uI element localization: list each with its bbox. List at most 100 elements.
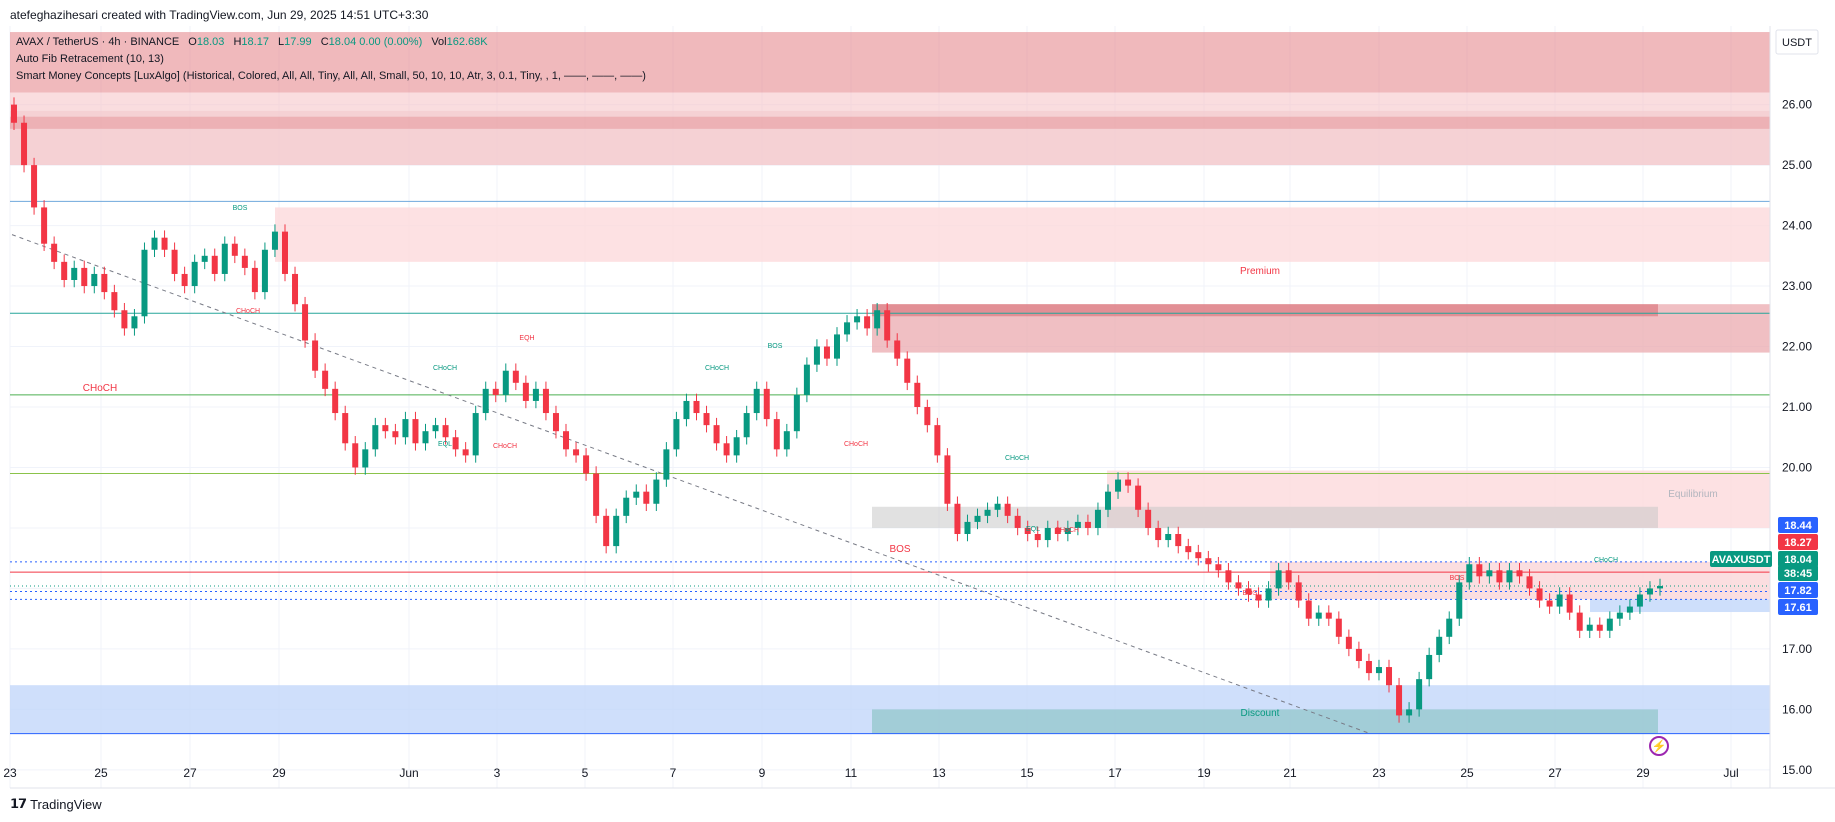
top-caption: atefeghazihesari created with TradingVie… — [0, 0, 1835, 26]
candle-body — [1416, 679, 1423, 710]
smc-label-bos: BOS — [1243, 590, 1258, 597]
candle-body — [1094, 509, 1101, 528]
indicator-fib[interactable]: Auto Fib Retracement (10, 13) — [16, 53, 164, 65]
candle-body — [161, 237, 168, 250]
smc-label-eql: EQL — [438, 441, 452, 448]
smc-label-choch: CHoCH — [1005, 455, 1029, 462]
supply-zone-3 — [1270, 561, 1770, 600]
ohlc-row: AVAX / TetherUS · 4h · BINANCE O18.03 H1… — [16, 34, 646, 51]
candle-body — [703, 413, 710, 426]
candle-body — [1386, 667, 1393, 686]
candle-body — [201, 255, 208, 262]
symbol-title[interactable]: AVAX / TetherUS · 4h · BINANCE — [16, 36, 180, 48]
candle-body — [823, 346, 830, 359]
candle-body — [171, 249, 178, 274]
candle-body — [1285, 570, 1292, 583]
price-tag-blue — [1778, 517, 1818, 533]
price-tag-blue — [1778, 582, 1818, 598]
candle-body — [803, 364, 810, 395]
candle-body — [41, 207, 48, 244]
candle-body — [1556, 594, 1563, 607]
discount-label: Discount — [1241, 708, 1280, 719]
price-tag-red — [1778, 534, 1818, 550]
candle-body — [31, 165, 38, 208]
currency-button — [1775, 29, 1819, 55]
smc-label-choch: CHoCH — [236, 308, 260, 315]
candle-body — [121, 310, 128, 329]
price-tag-value: 18.27 — [1784, 537, 1812, 549]
candle-body — [492, 388, 499, 395]
x-tick-label: 27 — [183, 766, 197, 780]
candle-body — [613, 515, 620, 547]
demand-zone-small — [1590, 599, 1770, 613]
candle-body — [1586, 624, 1593, 631]
candle-body — [723, 443, 730, 456]
x-tick-label: 5 — [582, 766, 589, 780]
indicator-smc[interactable]: Smart Money Concepts [LuxAlgo] (Historic… — [16, 70, 646, 82]
candle-body — [271, 231, 278, 250]
candle-body — [944, 455, 951, 504]
candle-body — [964, 521, 971, 534]
candle-body — [251, 267, 258, 293]
smc-label-bos: BOS — [768, 343, 783, 350]
x-tick-label: 23 — [3, 766, 17, 780]
supply-zone-2-top — [872, 304, 1658, 317]
candle-body — [1496, 570, 1503, 583]
candle-body — [1104, 491, 1111, 510]
candle-body — [362, 449, 369, 468]
candle-body — [1305, 600, 1312, 619]
candle-body — [1145, 509, 1152, 528]
candle-body — [834, 334, 840, 359]
candle-body — [1657, 586, 1663, 589]
x-tick-label: 3 — [494, 766, 501, 780]
candle-body — [332, 388, 339, 414]
candle-body — [1516, 570, 1523, 577]
candle-body — [573, 449, 580, 456]
y-tick-label: 24.00 — [1782, 219, 1812, 233]
candle-body — [241, 255, 248, 268]
candle-body — [1064, 527, 1071, 534]
x-tick-label: 21 — [1283, 766, 1297, 780]
candle-body — [322, 370, 329, 389]
smc-label-choch: CHoCH — [705, 365, 729, 372]
candle-body — [844, 322, 851, 335]
x-tick-label: Jun — [399, 766, 418, 780]
candle-body — [1155, 527, 1162, 541]
candle-body — [542, 388, 549, 414]
candle-body — [1195, 552, 1202, 559]
y-tick-label: 26.00 — [1782, 98, 1812, 112]
candle-body — [954, 503, 961, 534]
candle-body — [1275, 570, 1282, 589]
candle-body — [372, 425, 379, 450]
candle-body — [1034, 534, 1041, 541]
candle-body — [1476, 564, 1483, 577]
candle-body — [743, 413, 750, 438]
candle-body — [382, 425, 389, 432]
x-tick-label: 25 — [94, 766, 108, 780]
candle-body — [1235, 582, 1242, 589]
lightning-icon[interactable]: ⚡ — [1649, 736, 1669, 756]
footer-brand[interactable]: 𝟭𝟳 TradingView — [10, 796, 102, 812]
candle-body — [462, 449, 469, 456]
price-tag-green — [1778, 551, 1818, 567]
candle-body — [593, 473, 600, 516]
candle-body — [1466, 564, 1473, 583]
candle-body — [874, 310, 881, 329]
x-tick-label: 13 — [932, 766, 946, 780]
candle-body — [91, 273, 98, 287]
candle-body — [1606, 618, 1613, 631]
candle-body — [211, 255, 218, 274]
x-tick-label: 27 — [1548, 766, 1562, 780]
candle-body — [522, 382, 529, 401]
candle-body — [111, 292, 118, 311]
x-tick-label: 23 — [1372, 766, 1386, 780]
y-tick-label: 21.00 — [1782, 400, 1812, 414]
x-tick-label: Jul — [1723, 766, 1738, 780]
candle-body — [71, 267, 78, 280]
candle-body — [552, 413, 559, 432]
candle-body — [1185, 546, 1192, 553]
premium-top-zone — [10, 32, 1770, 93]
close-label: C — [320, 36, 329, 48]
trend-line — [11, 234, 1371, 735]
